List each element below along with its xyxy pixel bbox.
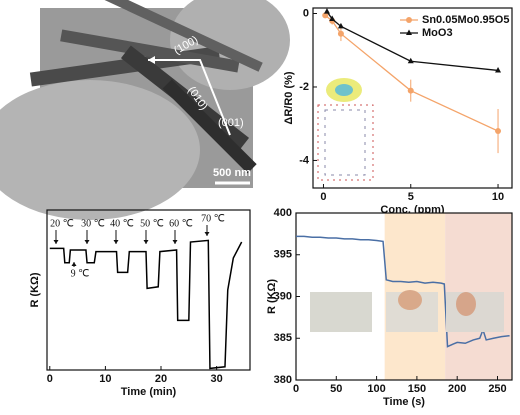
y-tick-label: 385	[274, 332, 292, 344]
annotation: 50 ℃	[140, 218, 164, 229]
annotation-arrowhead	[172, 240, 178, 244]
data-point	[337, 22, 344, 29]
x-tick-label: 0	[293, 383, 299, 395]
plot-frame	[312, 7, 513, 189]
image-film	[0, 80, 200, 220]
nanobelt	[162, 79, 257, 174]
data-point	[337, 30, 344, 37]
annotation-arrowhead	[53, 240, 59, 244]
annotation-arrowhead	[143, 240, 149, 244]
y-tick-label: -2	[299, 81, 309, 93]
data-point	[322, 12, 329, 19]
annotation-arrowhead	[84, 240, 90, 244]
lattice	[324, 109, 366, 176]
photo	[446, 292, 504, 332]
chart: 0 10 20 30 Time (min) R (KΩ) 20 ℃ 30 ℃ 40 ℃ 50 ℃ 6…	[29, 209, 251, 398]
y-tick-label: 390	[274, 290, 292, 302]
finger	[456, 292, 476, 316]
scale-bar-label: 500 nm	[213, 167, 251, 179]
legend-marker	[406, 29, 412, 35]
photo	[310, 292, 372, 332]
legend-label: Sn0.05Mo0.95O5	[422, 14, 509, 26]
y-tick-label: 380	[274, 374, 292, 386]
y-axis-label: R (KΩ)	[266, 279, 278, 314]
x-tick-label: 200	[448, 383, 466, 395]
annotation: 9 ℃	[71, 268, 90, 279]
data-point	[407, 87, 414, 94]
x-tick-label: 0	[47, 373, 53, 385]
y-tick-label: 395	[274, 249, 292, 261]
x-axis-label: Time (min)	[121, 386, 177, 398]
legend-label: MoO3	[422, 27, 453, 39]
direction-arrow	[148, 59, 231, 136]
charge-density	[335, 84, 353, 96]
annotation-arrowhead	[71, 262, 77, 266]
annotation-arrowhead	[204, 232, 210, 236]
finger	[398, 290, 422, 310]
annotation: 20 ℃	[50, 218, 74, 229]
photo-insets	[310, 290, 504, 332]
y-tick-label: -4	[299, 154, 310, 166]
data-point	[407, 57, 414, 64]
data-line	[49, 239, 243, 370]
lattice	[317, 104, 374, 181]
data-point	[329, 15, 336, 22]
x-tick-label: 10	[99, 373, 111, 385]
arrow-head	[148, 56, 155, 64]
annotation-arrowhead	[113, 240, 119, 244]
data-line	[296, 235, 510, 348]
x-tick-label: 20	[155, 373, 167, 385]
x-tick-label: 5	[408, 191, 414, 203]
x-tick-label: 10	[492, 191, 504, 203]
x-axis-label: Time (s)	[383, 396, 425, 408]
data-point	[495, 128, 502, 135]
x-tick-label: 30	[211, 373, 223, 385]
y-tick-label: 400	[274, 207, 292, 219]
annotation: 70 ℃	[201, 213, 225, 224]
nanobelt	[77, 0, 263, 72]
x-tick-label: 50	[330, 383, 342, 395]
data-point	[495, 66, 502, 73]
nanobelt	[60, 29, 240, 73]
tem-image: (100) (010) (001) 500 nm	[0, 0, 290, 220]
annotation: 40 ℃	[110, 218, 134, 229]
annotation: 30 ℃	[81, 218, 105, 229]
y-tick-label: 0	[303, 7, 309, 19]
x-tick-label: 100	[367, 383, 385, 395]
plot-frame	[46, 209, 251, 371]
x-tick-label: 250	[488, 383, 506, 395]
annotation: 60 ℃	[169, 218, 193, 229]
direction-label: (001)	[218, 117, 244, 129]
structure-inset	[317, 78, 374, 181]
x-tick-label: 0	[320, 191, 326, 203]
legend-marker	[406, 17, 412, 23]
y-axis-label: ΔR/R0 (%)	[283, 71, 295, 124]
x-tick-label: 150	[408, 383, 426, 395]
y-axis-label: R (KΩ)	[29, 272, 41, 307]
data-point	[323, 8, 330, 14]
